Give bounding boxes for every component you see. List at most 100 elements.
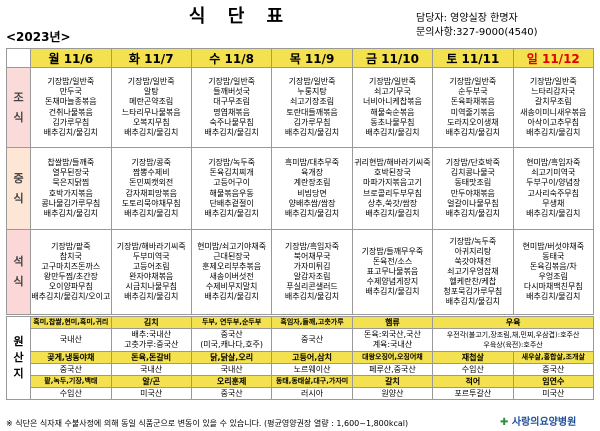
- menu-item: 두부구이/양념장: [526, 178, 581, 188]
- menu-item: 얼갈이나물무침: [447, 198, 499, 208]
- menu-cell: 기장밥/흑임자죽 북어채무국 가자미튀김 알감자조림 푸실리콘샐러드 배추김치/물김치: [271, 229, 353, 315]
- menu-item: 배추김치/물김치: [124, 208, 179, 218]
- menu-item: 현미밥/흑임자죽: [526, 158, 581, 168]
- menu-cell: 현미밥/쇠고기야채죽 근대된장국 훈제오리부추볶음 새송이버섯전 수제비무지말치 배추김치…: [190, 229, 273, 315]
- menu-item: 동초나물무침: [370, 117, 415, 127]
- menu-item: 김가루무침: [52, 117, 90, 127]
- menu-item: 두부미역국: [132, 251, 170, 261]
- menu-item: 만두국: [59, 87, 82, 97]
- day-header: 목 11/9: [271, 48, 353, 68]
- origin-value: 중국산: [271, 328, 353, 352]
- menu-item: 해물숙순볶음: [370, 107, 415, 117]
- hospital-logo: ✚ 사랑의요양병원: [500, 413, 576, 428]
- menu-item: 기장밥/들깨무우죽: [361, 246, 424, 256]
- origin-category: 새우살,홍합살,조개살: [512, 351, 595, 364]
- origin-value: 미국산: [512, 387, 595, 400]
- menu-item: 기장밥/일반죽: [127, 77, 175, 87]
- menu-item: 기장밥/단호박죽: [445, 158, 500, 168]
- menu-item: 배추김치/물김치: [526, 127, 581, 137]
- contact-info: 담당자: 영양실장 한명자 문의사항:327-9000(4540): [416, 12, 538, 40]
- menu-item: 표고무나물볶음: [366, 266, 419, 276]
- origin-category: 흑임자,들깨,고춧가루: [271, 316, 353, 329]
- menu-item: 배추김치/물김치/오이고: [31, 292, 111, 302]
- menu-item: 아귀지리탕: [454, 246, 492, 256]
- menu-item: 기장밥/일반죽: [369, 77, 416, 87]
- menu-item: 헬케란찬/케찹: [449, 277, 497, 287]
- origin-category: 동태,동태살,대구,가자미: [271, 375, 353, 388]
- menu-cell: 기장밥/녹두죽 아귀지리탕 쑥갓야채전 쇠고기우엉잡채 헬케란찬/케찹 청포묵김가루무침 배…: [432, 229, 514, 315]
- origin-category: 햄류: [351, 316, 434, 329]
- menu-item: 돈육전/소스: [372, 256, 413, 266]
- menu-item: 새송이미니새우볶음: [520, 107, 587, 117]
- origin-value: 수입산: [432, 363, 514, 376]
- menu-item: 수제비무지말치: [205, 282, 258, 292]
- menu-item: 갈치무조림: [534, 97, 572, 107]
- menu-item: 오복지무침: [132, 117, 170, 127]
- menu-item: 수제양념게장지: [366, 277, 419, 287]
- menu-item: 고등어조림: [132, 261, 170, 271]
- origin-value: 페루산,중국산: [351, 363, 434, 376]
- cross-icon: ✚: [500, 417, 509, 428]
- menu-cell: 기장밥/단호박죽 김치콩나물국 동태맛조림 만두야채볶음 얼갈이나물무침 배추김치/물김치: [432, 147, 514, 230]
- origin-category: 김치: [110, 316, 192, 329]
- menu-item: 기장밥/콩죽: [131, 158, 171, 168]
- origin-category: 곶게,냉동야채: [30, 351, 112, 364]
- origin-category: 고등어,삼치: [271, 351, 353, 364]
- origin-value: 포르투갈산: [432, 387, 514, 400]
- day-header: 수 11/8: [190, 48, 273, 68]
- menu-item: 배추김치/물김치: [204, 208, 259, 218]
- menu-item: 쇠고기미역국: [531, 168, 576, 178]
- menu-item: 왕만두찜/초간장: [43, 272, 98, 281]
- menu-item: 흑미밥/대추무죽: [284, 158, 340, 168]
- menu-item: 김가루무침: [293, 117, 331, 127]
- origin-category: 오리훈제: [190, 375, 273, 388]
- origin-category: 돈육,돈갈비: [110, 351, 192, 364]
- day-header: 금 11/10: [351, 48, 434, 68]
- menu-item: 해물볶음우동: [209, 188, 254, 198]
- year-label: <2023년>: [6, 30, 71, 44]
- menu-cell: 현미밥/흑임자죽 쇠고기미역국 두부구이/양념장 고사리숙주무침 무생채 배추김치/물김치: [512, 147, 595, 230]
- menu-item: 동태국: [542, 251, 565, 261]
- menu-item: 배추김치/물김치: [445, 127, 500, 137]
- page-title: 식 단 표: [188, 6, 292, 27]
- menu-cell: 기장밥/일반죽 누룽지탕 쇠고기장조림 토란대들깨볶음 김가루무침 배추김치/물김치: [271, 67, 353, 148]
- origin-category: 알/곤: [110, 375, 192, 388]
- menu-item: 기장밥/해바라기씨죽: [116, 241, 186, 251]
- menu-cell: 찹쌀밥/들깨죽 열무된장국 묵은지닭찜 호박가지볶음 콩나물김가루무침 배추김치/물김치: [30, 147, 112, 230]
- menu-cell: 기장밥/해바라기씨죽 두부미역국 고등어조림 완자야채볶음 시금치나물무침 배추김치/물김…: [110, 229, 192, 315]
- footnote: ※ 식단은 식자재 수불사정에 의해 동일 식품군으로 변동이 있을 수 있습니…: [6, 419, 409, 428]
- menu-item: 다시마채맥친무침: [523, 282, 583, 292]
- menu-item: 브로콜리두부무침: [362, 188, 422, 198]
- menu-item: 육개장: [300, 168, 324, 178]
- menu-item: 현미밥/쇠고기야채죽: [197, 241, 267, 251]
- origin-value: 중국산: [190, 387, 273, 400]
- menu-item: 푸실리콘샐러드: [286, 282, 338, 292]
- menu-cell: 기장밥/일반죽 알탕 메란곤약조림 느타리무나물볶음 오복지무침 배추김치/물김치: [110, 67, 192, 148]
- menu-item: 돈육파채볶음: [450, 97, 495, 107]
- menu-item: 기장밥/일반죽: [449, 77, 497, 87]
- origin-value: 국내산: [110, 363, 192, 376]
- menu-item: 쇠고기장조림: [289, 97, 335, 107]
- menu-item: 배추김치/물김치: [445, 208, 500, 218]
- menu-item: 호박가지볶음: [48, 188, 93, 198]
- menu-item: 우엉조림: [538, 272, 568, 281]
- menu-item: 북어채무국: [293, 251, 331, 261]
- menu-cell: 기장밥/들깨무우죽 돈육전/소스 표고무나물볶음 수제양념게장지 배추김치/물김치: [351, 229, 434, 315]
- menu-item: 고구마치즈돈까스: [41, 261, 101, 271]
- menu-item: 배추김치/물김치: [284, 208, 340, 218]
- menu-item: 들깨버섯국: [213, 87, 251, 97]
- menu-cell: 흑미밥/대추무죽 육개장 계란장조림 비빔당면 양배추쌈/쌈장 배추김치/물김치: [271, 147, 353, 230]
- menu-item: 느타리감자국: [531, 87, 576, 97]
- menu-item: 기장밥/일반죽: [529, 77, 577, 87]
- origin-value: 돈육:외국산,국산 계육:국내산: [351, 328, 434, 352]
- menu-item: 양배추쌈/쌈장: [288, 198, 336, 208]
- menu-cell: 기장밥/일반죽 순두부국 돈육파채볶음 미역줄기볶음 도라지오이생채 배추김치/물김치: [432, 67, 514, 148]
- menu-item: 배추김치/물김치: [445, 297, 500, 307]
- origin-category: 팥,녹두,기장,백태: [30, 375, 112, 388]
- day-header: 화 11/7: [110, 48, 192, 68]
- menu-item: 돈채마늘종볶음: [45, 97, 97, 107]
- menu-cell: 기장밥/일반죽 쇠고기무국 너비아니케찹볶음 해물숙순볶음 동초나물무침 배추김치/물김치: [351, 67, 434, 148]
- menu-item: 돈민찌캣외전: [129, 178, 174, 188]
- menu-item: 누룽지탕: [297, 87, 327, 97]
